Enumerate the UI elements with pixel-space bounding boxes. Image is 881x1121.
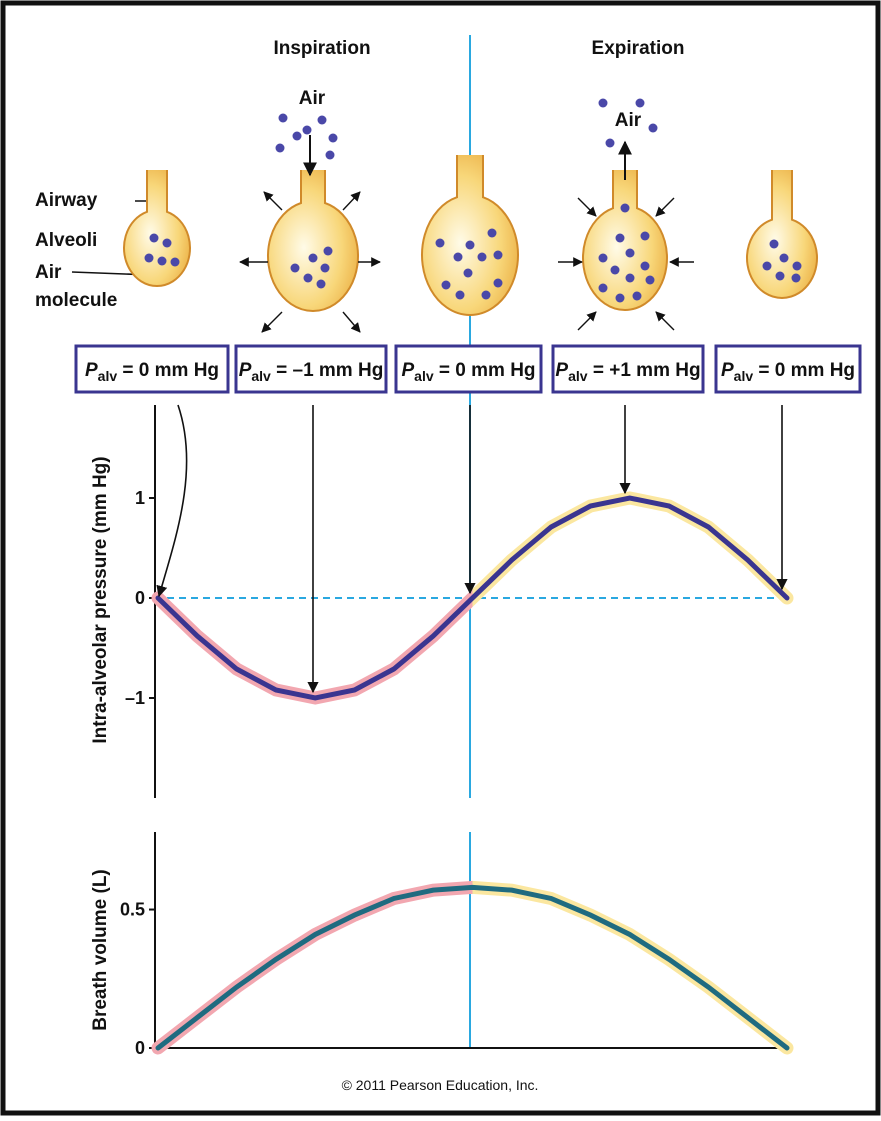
- air-label: Air: [615, 110, 642, 131]
- pressure-text: = 0 mm Hg: [117, 360, 219, 381]
- air-molecule: [494, 279, 503, 288]
- part-label: molecule: [35, 290, 117, 311]
- pressure-symbol: P: [239, 360, 252, 381]
- air-molecule: [621, 204, 630, 213]
- air-molecule: [321, 264, 330, 273]
- air-molecule: [466, 241, 475, 250]
- air-molecule: [482, 291, 491, 300]
- air-molecule: [276, 144, 285, 153]
- air-molecule: [626, 249, 635, 258]
- pressure-subscript: alv: [568, 368, 588, 384]
- air-molecule: [291, 264, 300, 273]
- air-molecule: [171, 258, 180, 267]
- phase-title: Expiration: [592, 38, 685, 59]
- air-molecule: [616, 234, 625, 243]
- air-molecule: [163, 239, 172, 248]
- copyright: © 2011 Pearson Education, Inc.: [342, 1077, 539, 1093]
- air-molecule: [611, 266, 620, 275]
- air-molecule: [326, 151, 335, 160]
- air-molecule: [436, 239, 445, 248]
- air-molecule: [793, 262, 802, 271]
- air-molecule: [309, 254, 318, 263]
- air-molecule: [763, 262, 772, 271]
- air-molecule: [626, 274, 635, 283]
- air-molecule: [606, 139, 615, 148]
- pressure-text: = 0 mm Hg: [753, 360, 855, 381]
- pressure-subscript: alv: [251, 368, 271, 384]
- air-molecule: [792, 274, 801, 283]
- pressure-text: = +1 mm Hg: [588, 360, 701, 381]
- pressure-subscript: alv: [734, 368, 754, 384]
- air-molecule: [488, 229, 497, 238]
- air-molecule: [780, 254, 789, 263]
- air-molecule: [599, 99, 608, 108]
- phase-title: Inspiration: [273, 38, 370, 59]
- figure: Inspiration Expiration Air Air Airway Al…: [0, 0, 881, 1116]
- air-molecule: [478, 253, 487, 262]
- air-molecule: [641, 262, 650, 271]
- air-molecule: [293, 132, 302, 141]
- air-molecule: [317, 280, 326, 289]
- y-tick-label: 0: [135, 588, 145, 608]
- air-molecule: [646, 276, 655, 285]
- air-molecule: [279, 114, 288, 123]
- air-molecule: [599, 254, 608, 263]
- air-molecule: [636, 99, 645, 108]
- air-molecule: [442, 281, 451, 290]
- pressure-subscript: alv: [98, 368, 118, 384]
- pressure-text: = –1 mm Hg: [271, 360, 383, 381]
- air-molecule: [329, 134, 338, 143]
- air-molecule: [454, 253, 463, 262]
- air-molecule: [641, 232, 650, 241]
- y-tick-label: 0.5: [120, 900, 145, 920]
- pressure-symbol: P: [401, 360, 414, 381]
- air-molecule: [776, 272, 785, 281]
- air-molecule: [770, 240, 779, 249]
- pressure-subscript: alv: [414, 368, 434, 384]
- air-molecule: [599, 284, 608, 293]
- pressure-symbol: P: [721, 360, 734, 381]
- y-axis-label: Breath volume (L): [90, 869, 111, 1031]
- air-molecule: [494, 251, 503, 260]
- pressure-symbol: P: [555, 360, 568, 381]
- air-molecule: [303, 126, 312, 135]
- y-tick-label: –1: [125, 688, 145, 708]
- air-molecule: [324, 247, 333, 256]
- pressure-text: = 0 mm Hg: [434, 360, 536, 381]
- part-label: Air: [35, 262, 62, 283]
- y-tick-label: 0: [135, 1038, 145, 1058]
- air-molecule: [464, 269, 473, 278]
- air-molecule: [649, 124, 658, 133]
- part-label: Airway: [35, 190, 98, 211]
- air-label: Air: [299, 88, 326, 109]
- air-molecule: [456, 291, 465, 300]
- air-molecule: [616, 294, 625, 303]
- y-axis-label: Intra-alveolar pressure (mm Hg): [90, 456, 111, 743]
- air-molecule: [318, 116, 327, 125]
- pressure-symbol: P: [85, 360, 98, 381]
- y-tick-label: 1: [135, 488, 145, 508]
- air-molecule: [304, 274, 313, 283]
- air-molecule: [150, 234, 159, 243]
- air-molecule: [158, 257, 167, 266]
- air-molecule: [633, 292, 642, 301]
- page: Inspiration Expiration Air Air Airway Al…: [0, 0, 881, 1121]
- part-label: Alveoli: [35, 230, 97, 251]
- air-molecule: [145, 254, 154, 263]
